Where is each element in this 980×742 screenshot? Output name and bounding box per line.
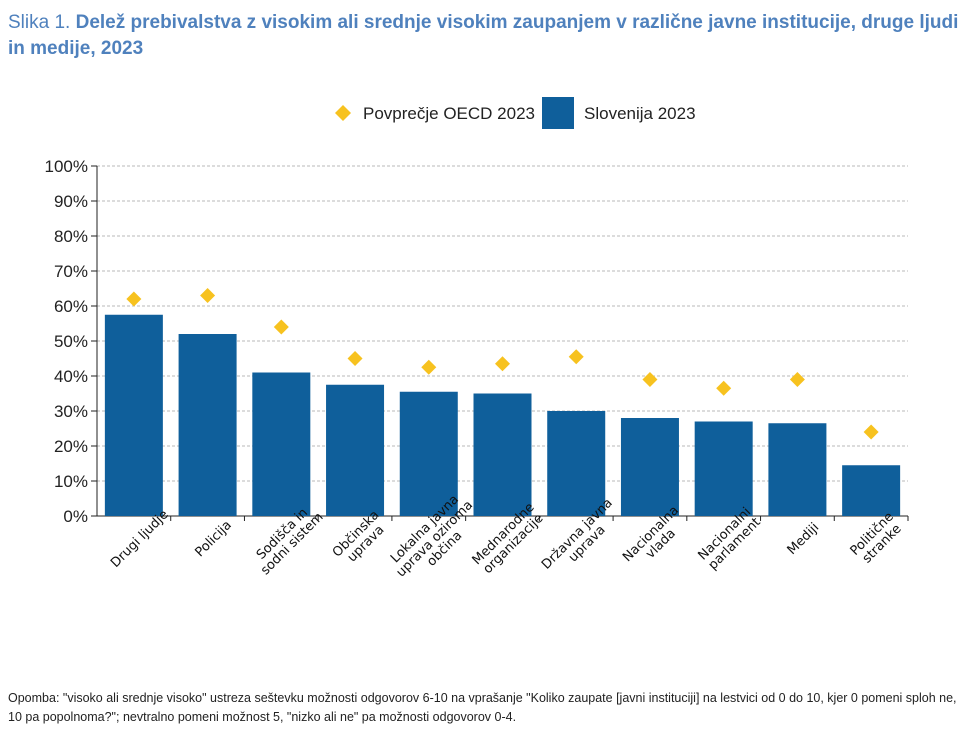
y-tick-label: 50%	[54, 332, 88, 351]
y-tick-label: 40%	[54, 367, 88, 386]
y-tick-label: 90%	[54, 192, 88, 211]
bar-slovenija	[104, 314, 163, 516]
category-label: Drugi ljudje	[108, 507, 172, 571]
category-label-line: Mediji	[785, 520, 823, 558]
category-label: Mediji	[785, 520, 823, 558]
marker-oecd	[421, 359, 437, 375]
footnote: Opomba: "visoko ali srednje visoko" ustr…	[8, 691, 957, 724]
category-label: Političnestranke	[848, 509, 907, 568]
bar-slovenija	[252, 372, 311, 516]
legend-swatch-slovenija	[542, 97, 574, 129]
bar-slovenija	[694, 421, 753, 516]
category-label-line: Policija	[192, 518, 234, 560]
figure-title: Slika 1. Delež prebivalstva z visokim al…	[8, 10, 968, 62]
marker-oecd	[273, 319, 289, 335]
category-label: Občinskauprava	[330, 508, 393, 571]
marker-oecd	[789, 372, 805, 387]
y-tick-label: 0%	[63, 507, 88, 526]
legend-marker-oecd	[335, 105, 351, 121]
marker-oecd	[568, 349, 584, 365]
y-tick-label: 10%	[54, 472, 88, 491]
marker-oecd	[126, 291, 142, 307]
y-tick-label: 30%	[54, 402, 88, 421]
figure-title-prefix: Slika 1.	[8, 12, 71, 33]
y-tick-label: 70%	[54, 262, 88, 281]
bar-slovenija	[399, 391, 458, 516]
marker-oecd	[347, 351, 363, 366]
bar-slovenija	[326, 384, 385, 516]
bar-slovenija	[178, 334, 237, 516]
y-tick-label: 80%	[54, 227, 88, 246]
figure-title-text: Delež prebivalstva z visokim ali srednje…	[8, 12, 959, 59]
category-label: Policija	[192, 518, 234, 560]
marker-oecd	[863, 424, 879, 440]
y-tick-label: 20%	[54, 437, 88, 456]
bar-slovenija	[620, 418, 679, 516]
bar-slovenija	[547, 411, 606, 516]
y-tick-label: 100%	[45, 157, 88, 176]
marker-oecd	[200, 288, 216, 303]
y-tick-label: 60%	[54, 297, 88, 316]
marker-oecd	[716, 380, 732, 396]
bar-slovenija	[473, 393, 532, 516]
marker-oecd	[642, 372, 658, 387]
legend-label-slovenija: Slovenija 2023	[584, 104, 696, 123]
marker-oecd	[495, 356, 510, 372]
legend-label-oecd: Povprečje OECD 2023	[363, 104, 535, 123]
trust-bar-chart: 0% 10% 20% 30% 40% 50% 60% 70% 80% 90% 100% Drugi l…	[45, 97, 909, 580]
bar-slovenija	[768, 423, 827, 516]
category-label-line: Drugi ljudje	[108, 507, 172, 571]
bar-slovenija	[842, 465, 901, 516]
